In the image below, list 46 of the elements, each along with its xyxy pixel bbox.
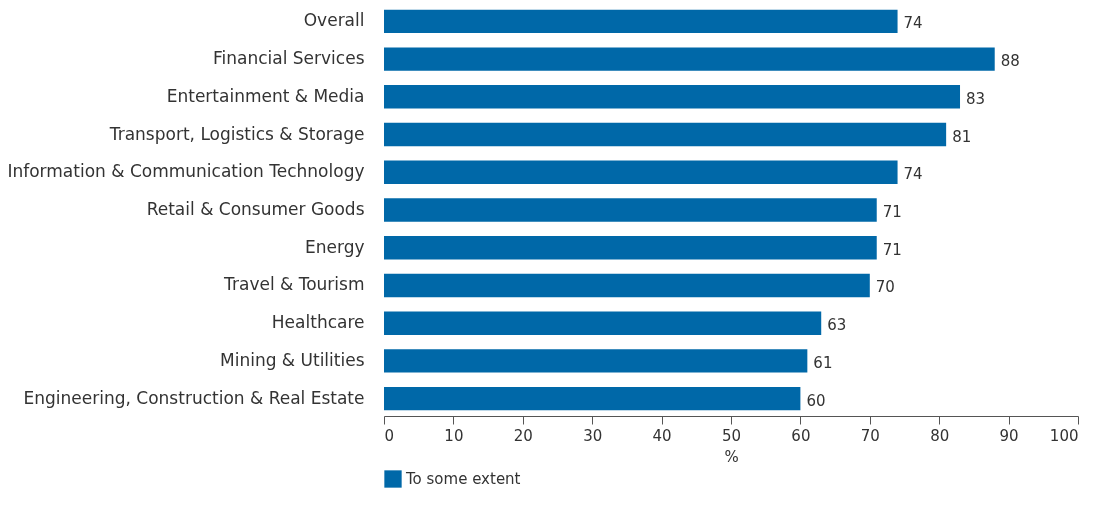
data-label: 81: [952, 127, 972, 146]
x-tick-label: 100: [1049, 426, 1079, 445]
bar: [384, 273, 870, 298]
x-axis-title: %: [724, 447, 739, 466]
y-tick-label: Healthcare: [271, 312, 365, 333]
y-tick-label: Mining & Utilities: [220, 349, 365, 370]
data-label: 71: [882, 203, 902, 221]
y-tick-label: Travel & Tourism: [223, 274, 365, 295]
y-tick-label: Entertainment & Media: [166, 85, 365, 106]
y-tick-label: Overall: [303, 10, 365, 31]
x-tick-label: 80: [930, 426, 950, 445]
bar: [384, 236, 877, 260]
y-tick-label: Engineering, Construction & Real Estate: [23, 387, 365, 408]
data-label: 74: [903, 165, 923, 184]
bar: [384, 198, 877, 222]
x-tick-label: 90: [999, 426, 1019, 445]
legend-label: To some extent: [405, 470, 521, 488]
bar: [384, 122, 947, 147]
data-label: 88: [1000, 52, 1020, 71]
data-label: 61: [813, 353, 833, 372]
bar: [384, 85, 961, 109]
data-label: 74: [903, 14, 923, 33]
bar: [384, 386, 801, 411]
bar: [384, 349, 808, 373]
y-tick-label: Information & Communication Technology: [7, 161, 365, 182]
y-tick-label: Energy: [304, 236, 365, 257]
x-tick-label: 30: [583, 426, 603, 445]
x-tick-label: 60: [791, 426, 811, 445]
x-tick-label: 0: [384, 426, 395, 445]
y-tick-label: Financial Services: [212, 48, 365, 69]
y-tick-label: Retail & Consumer Goods: [146, 199, 365, 219]
bar: [384, 9, 898, 34]
data-label: 83: [966, 89, 986, 108]
data-label: 70: [875, 278, 895, 297]
data-label: 71: [882, 240, 902, 259]
x-tick-label: 50: [721, 426, 742, 445]
bar: [384, 311, 822, 335]
x-tick-label: 70: [860, 426, 880, 445]
bar: [384, 160, 898, 184]
x-tick-label: 10: [444, 426, 464, 445]
data-label: 60: [806, 391, 826, 410]
x-tick-label: 40: [652, 426, 672, 445]
x-tick-label: 20: [513, 426, 533, 445]
y-tick-label: Transport, Logistics & Storage: [108, 123, 365, 144]
data-label: 63: [827, 316, 847, 335]
bar: [384, 47, 995, 71]
